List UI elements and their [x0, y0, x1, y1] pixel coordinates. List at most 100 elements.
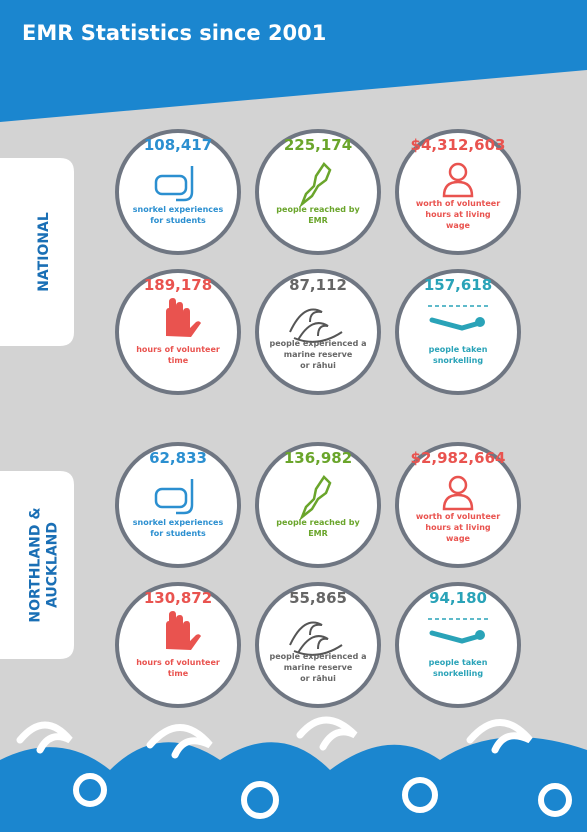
stat-circle: 136,982 people reached by EMR	[255, 442, 381, 568]
stat-label: EMR	[308, 529, 328, 538]
stat-label: people reached by	[276, 205, 360, 214]
stat-label: people experienced a	[270, 339, 367, 348]
stat-value: 136,982	[284, 449, 352, 467]
icon	[428, 305, 488, 331]
icon	[154, 487, 188, 509]
tab-label: NATIONAL	[36, 212, 52, 292]
circle	[395, 582, 521, 708]
circle	[395, 129, 521, 255]
stat-label: marine reserve	[284, 350, 353, 359]
stat-label: hours at living	[425, 523, 491, 532]
icon	[442, 493, 474, 511]
stat-label: snorkelling	[433, 356, 483, 365]
icon	[475, 630, 485, 640]
circle	[395, 269, 521, 395]
stat-label: time	[168, 356, 189, 365]
stat-circle: 94,180 people taken snorkelling	[395, 582, 521, 708]
stat-circle: 157,618 people taken snorkelling	[395, 269, 521, 395]
circle	[115, 442, 241, 568]
icon	[448, 475, 468, 495]
icon	[154, 166, 194, 202]
stat-circle: 130,872 hours of volunteer time	[115, 582, 241, 708]
stat-value: 225,174	[284, 136, 352, 154]
title: EMR Statistics since 2001	[22, 21, 326, 45]
icon	[154, 174, 188, 196]
circle	[255, 129, 381, 255]
stat-label: people taken	[429, 345, 488, 354]
icon	[166, 611, 201, 650]
icon	[289, 308, 343, 343]
tab-label: NORTHLAND &	[28, 507, 44, 622]
tab-shape	[0, 471, 74, 659]
header-band	[0, 0, 587, 122]
stat-label: for students	[150, 529, 206, 538]
icon	[289, 308, 343, 343]
section-tab: NORTHLAND & AUCKLAND	[0, 471, 74, 659]
icon	[429, 630, 479, 644]
icon	[442, 475, 474, 511]
stat-circle: 55,865 people experienced a marine reserve…	[255, 582, 381, 708]
stat-label: worth of volunteer	[416, 199, 500, 208]
icon	[176, 479, 194, 515]
stat-value: $4,312,603	[411, 136, 506, 154]
stat-value: 87,112	[289, 276, 347, 294]
stat-value: 157,618	[424, 276, 492, 294]
stat-value: 55,865	[289, 589, 347, 607]
icon	[442, 162, 474, 198]
stat-label: people taken	[429, 658, 488, 667]
icon	[166, 611, 201, 650]
stat-label: wage	[446, 534, 471, 543]
stat-label: snorkel experiences	[133, 205, 224, 214]
stat-label: snorkel experiences	[133, 518, 224, 527]
stat-label: worth of volunteer	[416, 512, 500, 521]
section-tab: NATIONAL	[0, 158, 74, 346]
icon	[289, 621, 343, 656]
stat-label: people reached by	[276, 518, 360, 527]
stat-label: hours at living	[425, 210, 491, 219]
icon	[448, 162, 468, 182]
icon	[299, 475, 332, 521]
stat-label: for students	[150, 216, 206, 225]
stat-label: hours of volunteer	[136, 345, 220, 354]
stat-label: EMR	[308, 216, 328, 225]
bottom-waves	[0, 716, 587, 832]
icon	[176, 166, 194, 202]
stat-label: people experienced a	[270, 652, 367, 661]
stat-circle: 87,112 people experienced a marine reserve…	[255, 269, 381, 395]
stat-label: or rāhui	[300, 361, 336, 370]
stat-label: hours of volunteer	[136, 658, 220, 667]
icon	[166, 298, 201, 337]
stat-circle: $2,982,664 worth of volunteer hours at liv…	[395, 442, 521, 568]
icon	[289, 621, 343, 656]
icon	[154, 479, 194, 515]
circle	[395, 442, 521, 568]
stat-circle: 189,178 hours of volunteer time	[115, 269, 241, 395]
stat-circle: 225,174 people reached by EMR	[255, 129, 381, 255]
stat-circle: 62,833 snorkel experiences for students	[115, 442, 241, 568]
stat-label: snorkelling	[433, 669, 483, 678]
tab-label: AUCKLAND	[45, 522, 61, 608]
icon	[299, 162, 332, 208]
icon	[428, 618, 488, 644]
icon	[442, 180, 474, 198]
stat-label: wage	[446, 221, 471, 230]
stat-label: marine reserve	[284, 663, 353, 672]
tab-shape	[0, 158, 74, 346]
stat-value: 62,833	[149, 449, 207, 467]
stat-label: or rāhui	[300, 674, 336, 683]
circle	[255, 442, 381, 568]
stat-circle: $4,312,603 worth of volunteer hours at liv…	[395, 129, 521, 255]
icon	[299, 162, 332, 208]
stat-value: 130,872	[144, 589, 212, 607]
icon	[475, 317, 485, 327]
icon	[429, 317, 479, 331]
stat-circle: 108,417 snorkel experiences for students	[115, 129, 241, 255]
stat-value: 108,417	[144, 136, 212, 154]
stat-value: 189,178	[144, 276, 212, 294]
stat-value: 94,180	[429, 589, 487, 607]
icon	[299, 475, 332, 521]
circle	[115, 129, 241, 255]
icon	[166, 298, 201, 337]
stat-label: time	[168, 669, 189, 678]
